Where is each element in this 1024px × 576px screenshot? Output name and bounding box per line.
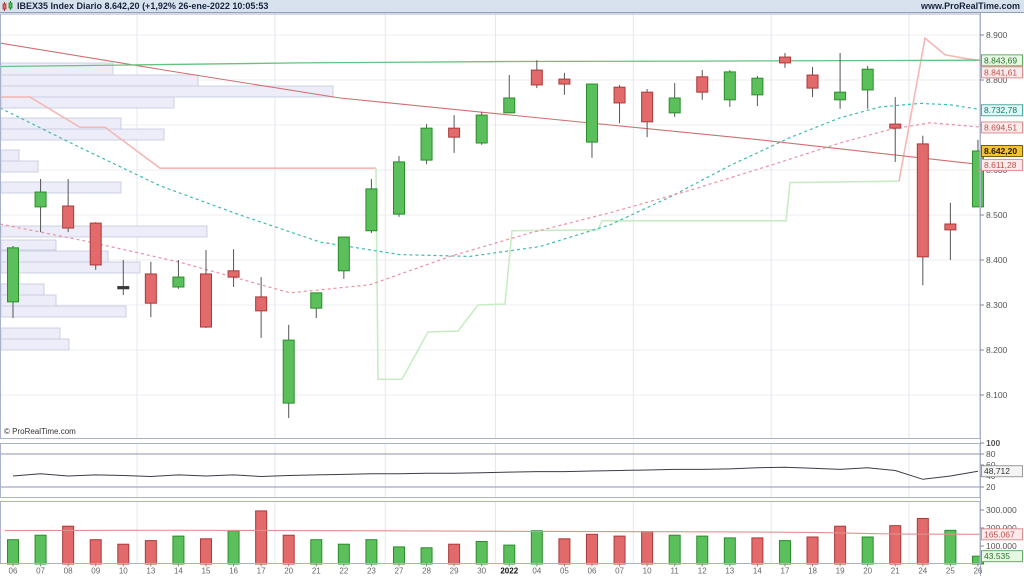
svg-text:17: 17	[257, 567, 266, 576]
svg-text:19: 19	[836, 567, 845, 576]
candlestick-logo-icon	[2, 0, 14, 12]
svg-text:13: 13	[146, 567, 155, 576]
svg-text:30: 30	[477, 567, 486, 576]
moving-averages	[0, 42, 986, 294]
svg-text:8.841,61: 8.841,61	[984, 67, 1017, 77]
svg-text:07: 07	[36, 567, 45, 576]
svg-text:18: 18	[808, 567, 817, 576]
svg-text:8.800: 8.800	[986, 75, 1008, 85]
panel-borders	[0, 13, 981, 576]
svg-text:21: 21	[891, 567, 900, 576]
svg-text:8.900: 8.900	[986, 30, 1008, 40]
gridlines	[1, 14, 980, 564]
chart-titlebar: IBEX35 Index Diario 8.642,20 (+1,92% 26-…	[0, 0, 1024, 13]
svg-text:60: 60	[986, 460, 996, 470]
trailing-stop-lines	[0, 36, 986, 381]
svg-text:8.642,20: 8.642,20	[984, 146, 1017, 156]
svg-text:29: 29	[450, 567, 459, 576]
svg-text:14: 14	[174, 567, 183, 576]
svg-text:8.300: 8.300	[986, 300, 1008, 310]
svg-text:09: 09	[91, 567, 100, 576]
svg-text:17: 17	[781, 567, 790, 576]
svg-text:24: 24	[918, 567, 927, 576]
prorealtime-website-link[interactable]: www.ProRealTime.com	[920, 1, 1020, 11]
svg-text:8.200: 8.200	[986, 345, 1008, 355]
svg-text:21: 21	[312, 567, 321, 576]
svg-text:08: 08	[64, 567, 73, 576]
svg-text:07: 07	[615, 567, 624, 576]
svg-text:100: 100	[986, 438, 1000, 448]
svg-text:8.732,78: 8.732,78	[984, 105, 1017, 115]
svg-text:165.067: 165.067	[984, 529, 1015, 539]
svg-text:43.535: 43.535	[984, 551, 1010, 561]
chart-canvas[interactable]: 8.9008.8008.7008.6008.5008.4008.3008.200…	[0, 13, 1024, 576]
svg-text:300.000: 300.000	[986, 505, 1017, 515]
svg-text:100.000: 100.000	[986, 541, 1017, 551]
svg-text:8.843,69: 8.843,69	[984, 55, 1017, 65]
svg-text:27: 27	[395, 567, 404, 576]
svg-text:05: 05	[560, 567, 569, 576]
svg-text:8.400: 8.400	[986, 255, 1008, 265]
copyright-watermark: © ProRealTime.com	[4, 427, 76, 436]
svg-text:04: 04	[532, 567, 541, 576]
axis-value-boxes: 8.843,69 8.841,61 8.732,78 8.694,51 8.642,20…	[981, 54, 1023, 563]
svg-text:8.611,28: 8.611,28	[984, 160, 1017, 170]
svg-text:28: 28	[422, 567, 431, 576]
svg-text:20: 20	[986, 482, 996, 492]
oscillator-panel	[1, 453, 980, 488]
date-axis: 06 07 08 09 10 13 14 15 16 17 20 21 22 23 27 28 29 30 2022…	[9, 563, 983, 576]
volume-panel	[4, 510, 986, 565]
candlesticks	[7, 53, 984, 418]
svg-text:12: 12	[698, 567, 707, 576]
svg-text:16: 16	[229, 567, 238, 576]
svg-text:8.694,51: 8.694,51	[984, 122, 1017, 132]
svg-text:80: 80	[986, 449, 996, 459]
svg-text:8.100: 8.100	[986, 390, 1008, 400]
svg-text:22: 22	[339, 567, 348, 576]
svg-text:200.000: 200.000	[986, 523, 1017, 533]
svg-text:20: 20	[863, 567, 872, 576]
chart-title: IBEX35 Index Diario 8.642,20 (+1,92% 26-…	[17, 1, 269, 11]
svg-text:23: 23	[367, 567, 376, 576]
svg-text:14: 14	[753, 567, 762, 576]
svg-text:26: 26	[973, 567, 982, 576]
svg-text:8.500: 8.500	[986, 210, 1008, 220]
svg-text:10: 10	[643, 567, 652, 576]
svg-text:10: 10	[119, 567, 128, 576]
svg-text:2022: 2022	[500, 567, 518, 576]
svg-text:48,712: 48,712	[984, 466, 1010, 476]
volume-profile	[0, 62, 334, 351]
svg-text:06: 06	[588, 567, 597, 576]
svg-text:11: 11	[671, 567, 680, 576]
svg-text:15: 15	[202, 567, 211, 576]
svg-text:25: 25	[946, 567, 955, 576]
svg-text:13: 13	[725, 567, 734, 576]
svg-text:20: 20	[284, 567, 293, 576]
svg-text:06: 06	[9, 567, 18, 576]
